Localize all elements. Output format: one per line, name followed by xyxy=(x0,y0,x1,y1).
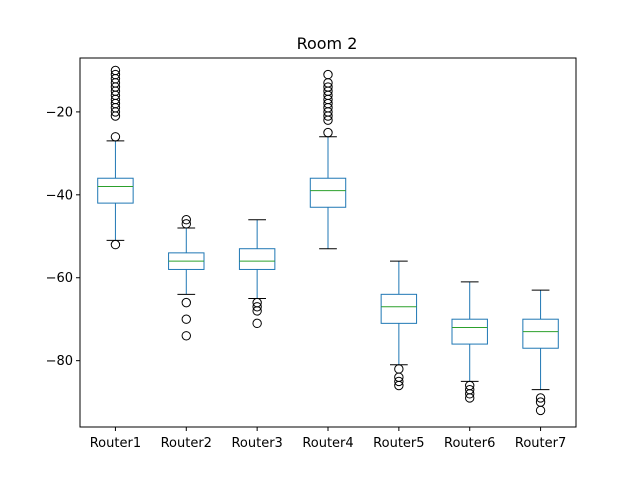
y-tick-label: −40 xyxy=(46,188,73,203)
router1-outlier xyxy=(110,239,121,250)
router1-outlier xyxy=(110,111,121,121)
y-tick-label: −60 xyxy=(46,271,73,286)
router5-outlier xyxy=(394,380,404,391)
router1-box xyxy=(97,177,134,204)
router1-outlier xyxy=(110,132,121,142)
router5-box xyxy=(380,293,418,324)
router4-box xyxy=(309,177,347,208)
router1-outlier xyxy=(110,107,121,117)
router6-outlier xyxy=(465,393,475,403)
x-tick-label: Router2 xyxy=(161,436,212,451)
router5-outlier xyxy=(394,364,404,374)
router6-outlier xyxy=(465,389,475,399)
router3-outlier xyxy=(252,302,262,312)
x-tick-label: Router6 xyxy=(444,436,495,451)
y-tick-label: −80 xyxy=(46,354,73,369)
router3-outlier xyxy=(252,306,262,316)
y-tick-label: −20 xyxy=(46,105,73,120)
plot-area: −20 −40 −60 −80 Router1 Router2 Router3 Router4… xyxy=(46,57,577,451)
router2-outlier xyxy=(181,314,191,324)
router3-outlier xyxy=(252,318,262,329)
router7-outlier xyxy=(535,405,546,416)
router7-box xyxy=(522,318,559,349)
router4-outlier xyxy=(323,115,333,125)
router4-outlier xyxy=(323,111,333,121)
router6-box xyxy=(451,318,488,345)
router7-outlier xyxy=(535,393,546,403)
router4-outlier xyxy=(323,69,333,80)
router4-outlier xyxy=(323,127,333,138)
x-tick-label: Router5 xyxy=(373,436,424,451)
x-tick-label: Router3 xyxy=(231,436,282,451)
router2-outlier xyxy=(181,219,191,229)
router5-outlier xyxy=(394,376,404,387)
x-tick-label: Router1 xyxy=(90,436,141,451)
router3-box xyxy=(238,248,276,270)
x-tick-label: Router4 xyxy=(302,436,353,451)
chart-title: Room 2 xyxy=(297,34,358,53)
x-tick-label: Router7 xyxy=(515,436,566,451)
router2-outlier xyxy=(181,297,191,308)
router2-outlier xyxy=(181,331,191,341)
router2-outlier xyxy=(181,214,191,225)
